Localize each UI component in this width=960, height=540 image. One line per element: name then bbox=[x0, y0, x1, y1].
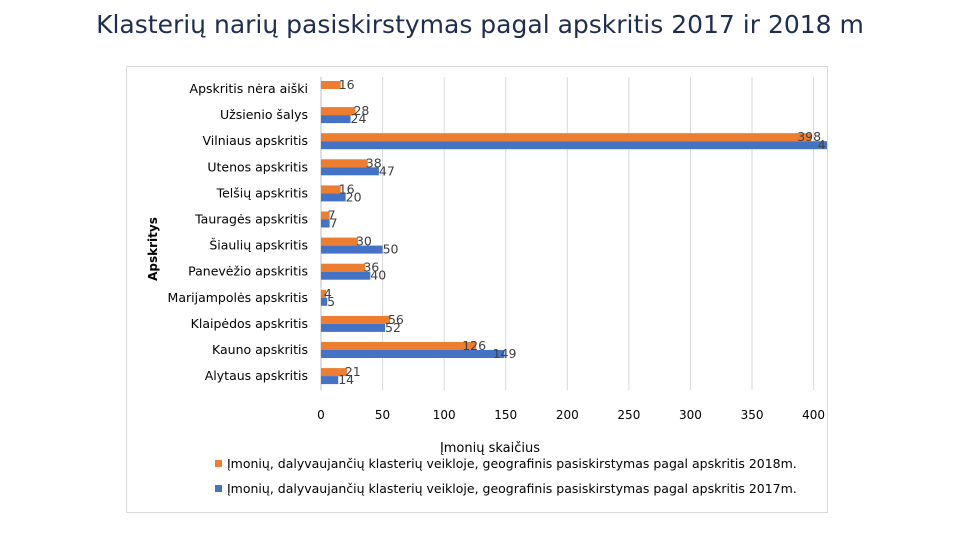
x-tick-label: 250 bbox=[617, 408, 640, 422]
bar-2017 bbox=[321, 115, 351, 124]
category-label: Kauno apskritis bbox=[212, 342, 308, 357]
data-label-2017: 149 bbox=[493, 346, 517, 361]
legend-entry: Įmonių, dalyvaujančių klasterių veikloje… bbox=[227, 481, 797, 496]
legend-swatch bbox=[215, 485, 222, 492]
chart-area: 1628243984133847162077305036404556521261… bbox=[126, 66, 887, 513]
bar-chart: 1628243984133847162077305036404556521261… bbox=[146, 77, 887, 496]
bar-2018 bbox=[321, 342, 477, 350]
legend: Įmonių, dalyvaujančių klasterių veikloje… bbox=[215, 456, 797, 496]
data-label-2018: 4 bbox=[324, 286, 332, 301]
data-label-2017: 52 bbox=[385, 320, 401, 335]
bar-2018 bbox=[321, 289, 326, 298]
bar-2017 bbox=[321, 271, 371, 280]
data-label-2018: 38 bbox=[366, 155, 382, 170]
data-label-2018: 56 bbox=[388, 312, 404, 327]
bar-2018 bbox=[321, 368, 347, 377]
category-label: Utenos apskritis bbox=[207, 159, 308, 174]
data-label-2018: 7 bbox=[328, 208, 336, 223]
x-tick-label: 100 bbox=[433, 408, 456, 422]
bar-2017 bbox=[321, 350, 505, 358]
category-label: Apskritis nėra aiški bbox=[190, 81, 308, 96]
bar-2017 bbox=[321, 141, 830, 150]
x-tick-label: 150 bbox=[494, 408, 517, 422]
data-label-2018: 21 bbox=[345, 364, 361, 379]
legend-entry: Įmonių, dalyvaujančių klasterių veikloje… bbox=[227, 456, 797, 471]
bar-2018 bbox=[321, 133, 812, 142]
bar-2017 bbox=[321, 193, 346, 202]
bar-2018 bbox=[321, 159, 368, 168]
category-label: Užsienio šalys bbox=[220, 107, 308, 122]
x-tick-label: 400 bbox=[802, 408, 825, 422]
data-label-2017: 24 bbox=[351, 111, 367, 126]
category-label: Šiaulių apskritis bbox=[209, 238, 308, 253]
bar-2017 bbox=[321, 245, 383, 254]
category-label: Alytaus apskritis bbox=[205, 368, 308, 383]
category-label: Tauragės apskritis bbox=[194, 212, 308, 227]
data-label-2018: 36 bbox=[363, 260, 379, 275]
data-label-2018: 126 bbox=[462, 338, 486, 353]
data-label-2017: 40 bbox=[370, 268, 386, 283]
data-label-2018: 28 bbox=[353, 103, 369, 118]
data-label-2018: 398 bbox=[797, 129, 821, 144]
x-axis-label: Įmonių skaičius bbox=[440, 441, 540, 456]
x-tick-label: 0 bbox=[317, 408, 325, 422]
bar-2018 bbox=[321, 263, 366, 272]
data-label-2017: 413 bbox=[818, 137, 827, 152]
bar-2018 bbox=[321, 315, 390, 324]
bar-2017 bbox=[321, 376, 339, 385]
category-label: Marijampolės apskritis bbox=[168, 290, 308, 305]
data-label-2017: 20 bbox=[346, 189, 362, 204]
data-label-2017: 7 bbox=[330, 216, 338, 231]
category-label: Klaipėdos apskritis bbox=[191, 316, 308, 331]
bar-2017 bbox=[321, 297, 328, 306]
data-label-2017: 5 bbox=[327, 294, 335, 309]
data-label-2017: 50 bbox=[383, 242, 399, 257]
x-tick-label: 300 bbox=[679, 408, 702, 422]
bar-2017 bbox=[321, 323, 386, 332]
data-label-2017: 47 bbox=[379, 163, 395, 178]
legend-swatch bbox=[215, 460, 222, 467]
x-tick-label: 50 bbox=[375, 408, 390, 422]
x-tick-label: 350 bbox=[741, 408, 764, 422]
bar-2017 bbox=[321, 167, 379, 176]
data-label-2018: 16 bbox=[339, 77, 355, 92]
data-label-2018: 16 bbox=[339, 181, 355, 196]
bar-2018 bbox=[321, 237, 358, 246]
category-label: Telšių apskritis bbox=[216, 185, 308, 200]
data-label-2018: 30 bbox=[356, 234, 372, 249]
page-title: Klasterių narių pasiskirstymas pagal aps… bbox=[96, 10, 864, 39]
bar-2018 bbox=[321, 81, 341, 89]
category-label: Panevėžio apskritis bbox=[188, 264, 308, 279]
x-tick-label: 200 bbox=[556, 408, 579, 422]
bar-2018 bbox=[321, 185, 341, 194]
bar-2018 bbox=[321, 211, 330, 220]
bar-2017 bbox=[321, 219, 330, 228]
data-label-2017: 14 bbox=[338, 372, 354, 387]
y-axis-label: Apskritys bbox=[146, 217, 160, 281]
category-label: Vilniaus apskritis bbox=[202, 133, 308, 148]
bar-2018 bbox=[321, 107, 356, 116]
